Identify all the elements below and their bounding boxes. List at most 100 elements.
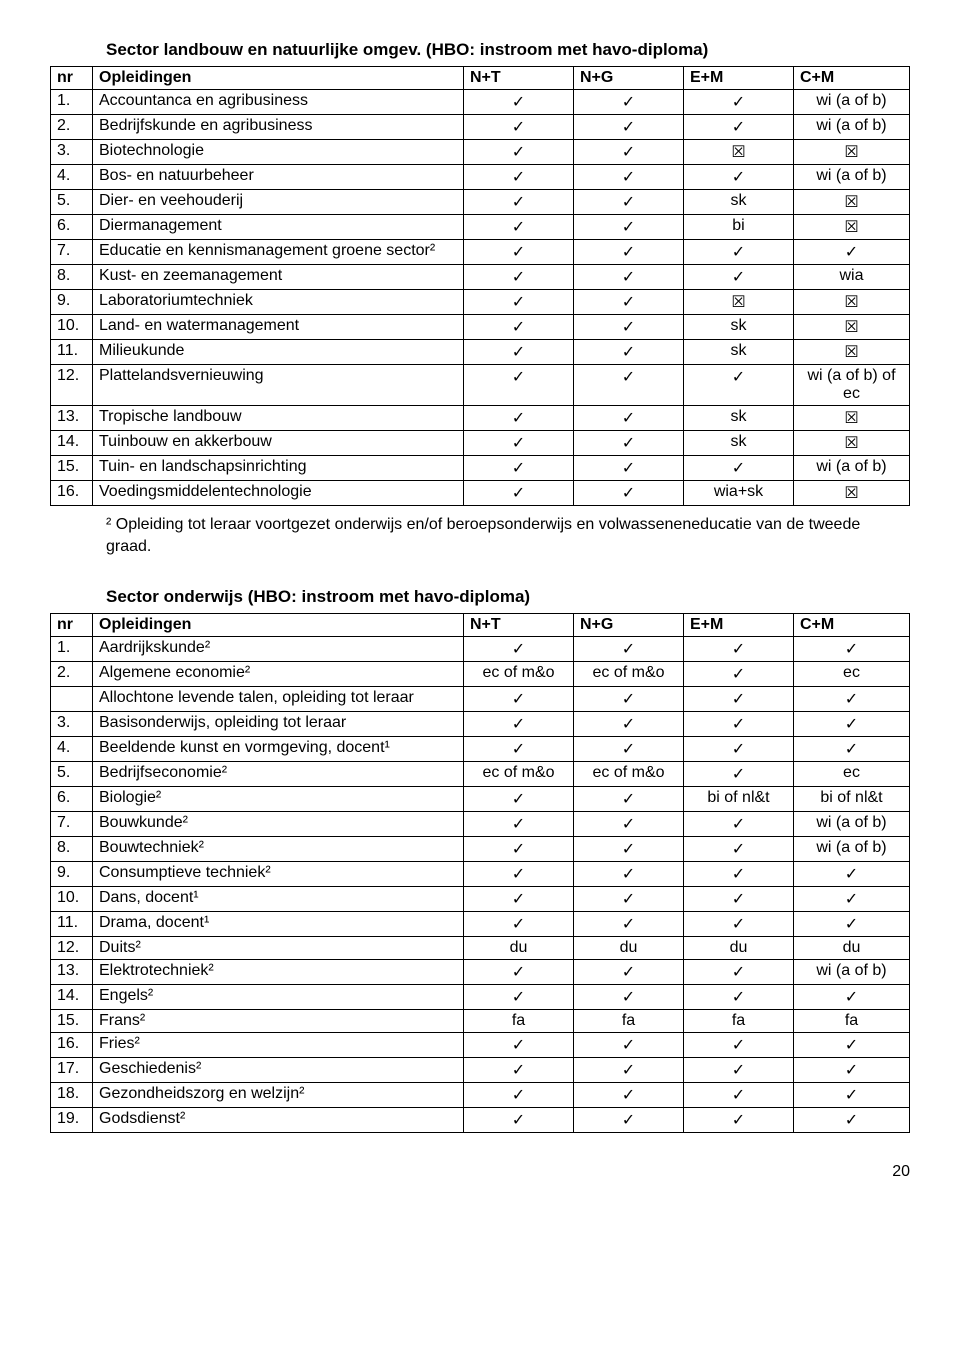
cell-value: wi (a of b) of ec (794, 365, 910, 406)
cell-nr: 8. (51, 837, 93, 862)
cell-opleiding: Tropische landbouw (93, 406, 464, 431)
cell-opleiding: Educatie en kennismanagement groene sect… (93, 240, 464, 265)
cell-value: ✓ (464, 265, 574, 290)
cell-value: du (574, 937, 684, 960)
cell-value: sk (684, 190, 794, 215)
cell-value: wi (a of b) (794, 812, 910, 837)
cell-nr: 1. (51, 637, 93, 662)
cell-value: ✓ (464, 365, 574, 406)
cell-value: ✓ (574, 960, 684, 985)
cell-value: ✓ (574, 240, 684, 265)
cell-value: ✓ (464, 862, 574, 887)
cell-opleiding: Tuin- en landschapsinrichting (93, 456, 464, 481)
cell-value: wi (a of b) (794, 115, 910, 140)
cell-value: ✓ (794, 862, 910, 887)
cell-opleiding: Frans² (93, 1010, 464, 1033)
cell-value: sk (684, 340, 794, 365)
cell-value: ✓ (464, 190, 574, 215)
cell-value: ✓ (794, 1083, 910, 1108)
cell-nr: 6. (51, 215, 93, 240)
cell-value: ✓ (464, 1083, 574, 1108)
cell-value: ✓ (574, 265, 684, 290)
cell-opleiding: Fries² (93, 1033, 464, 1058)
table-row: 14.Tuinbouw en akkerbouw✓✓sk☒ (51, 431, 910, 456)
cell-value: ✓ (794, 1108, 910, 1133)
cell-opleiding: Bouwkunde² (93, 812, 464, 837)
cell-value: ✓ (464, 431, 574, 456)
table-row: 18.Gezondheidszorg en welzijn²✓✓✓✓ (51, 1083, 910, 1108)
table-row: 16.Fries²✓✓✓✓ (51, 1033, 910, 1058)
cell-value: ✓ (574, 90, 684, 115)
cell-opleiding: Dier- en veehouderij (93, 190, 464, 215)
cell-value: ✓ (684, 1083, 794, 1108)
cell-value: ✓ (574, 712, 684, 737)
table-row: 6.Diermanagement✓✓bi☒ (51, 215, 910, 240)
cell-value: ☒ (794, 481, 910, 506)
table-row: 12.Duits²dudududu (51, 937, 910, 960)
cell-value: ✓ (464, 960, 574, 985)
cell-value: ✓ (574, 456, 684, 481)
cell-value: ✓ (574, 787, 684, 812)
cell-value: fa (574, 1010, 684, 1033)
cell-value: sk (684, 406, 794, 431)
cell-value: ✓ (684, 90, 794, 115)
th-opl: Opleidingen (93, 67, 464, 90)
cell-nr: 14. (51, 431, 93, 456)
cell-value: ✓ (684, 456, 794, 481)
cell-opleiding: Drama, docent¹ (93, 912, 464, 937)
cell-nr: 9. (51, 862, 93, 887)
cell-value: ✓ (574, 637, 684, 662)
cell-value: ✓ (464, 240, 574, 265)
cell-value: ✓ (574, 190, 684, 215)
cell-value: ✓ (464, 687, 574, 712)
cell-value: ✓ (574, 862, 684, 887)
table-row: 6.Biologie²✓✓bi of nl&tbi of nl&t (51, 787, 910, 812)
cell-nr: 11. (51, 912, 93, 937)
cell-value: ✓ (464, 456, 574, 481)
cell-value: ☒ (794, 215, 910, 240)
cell-opleiding: Dans, docent¹ (93, 887, 464, 912)
cell-nr: 7. (51, 812, 93, 837)
cell-nr: 5. (51, 762, 93, 787)
cell-value: bi (684, 215, 794, 240)
cell-value: ✓ (464, 1033, 574, 1058)
th-cm: C+M (794, 67, 910, 90)
cell-value: ☒ (794, 140, 910, 165)
cell-nr: 5. (51, 190, 93, 215)
cell-value: ✓ (574, 1058, 684, 1083)
table-row: 3.Basisonderwijs, opleiding tot leraar✓✓… (51, 712, 910, 737)
cell-nr: 4. (51, 737, 93, 762)
cell-value: ✓ (794, 985, 910, 1010)
cell-nr: 3. (51, 140, 93, 165)
cell-opleiding: Gezondheidszorg en welzijn² (93, 1083, 464, 1108)
cell-value: ✓ (794, 712, 910, 737)
cell-value: ✓ (684, 912, 794, 937)
cell-opleiding: Biologie² (93, 787, 464, 812)
cell-value: ✓ (574, 165, 684, 190)
cell-nr: 6. (51, 787, 93, 812)
cell-nr: 12. (51, 937, 93, 960)
cell-nr: 19. (51, 1108, 93, 1133)
cell-nr: 17. (51, 1058, 93, 1083)
table-row: 8.Kust- en zeemanagement✓✓✓wia (51, 265, 910, 290)
cell-value: wia (794, 265, 910, 290)
cell-nr: 7. (51, 240, 93, 265)
cell-value: fa (794, 1010, 910, 1033)
cell-value: fa (464, 1010, 574, 1033)
cell-value: ✓ (574, 687, 684, 712)
cell-value: ✓ (464, 406, 574, 431)
cell-value: ✓ (464, 1108, 574, 1133)
cell-value: ✓ (464, 712, 574, 737)
th-cm: C+M (794, 614, 910, 637)
cell-value: wi (a of b) (794, 90, 910, 115)
cell-opleiding: Aardrijkskunde² (93, 637, 464, 662)
table-row: 17.Geschiedenis²✓✓✓✓ (51, 1058, 910, 1083)
table-row: 12.Plattelandsvernieuwing✓✓✓wi (a of b) … (51, 365, 910, 406)
cell-opleiding: Bedrijfskunde en agribusiness (93, 115, 464, 140)
cell-value: ✓ (794, 687, 910, 712)
table-row: Allochtone levende talen, opleiding tot … (51, 687, 910, 712)
cell-opleiding: Allochtone levende talen, opleiding tot … (93, 687, 464, 712)
cell-value: ✓ (574, 837, 684, 862)
table-row: 9.Laboratoriumtechniek✓✓☒☒ (51, 290, 910, 315)
cell-value: ✓ (464, 140, 574, 165)
